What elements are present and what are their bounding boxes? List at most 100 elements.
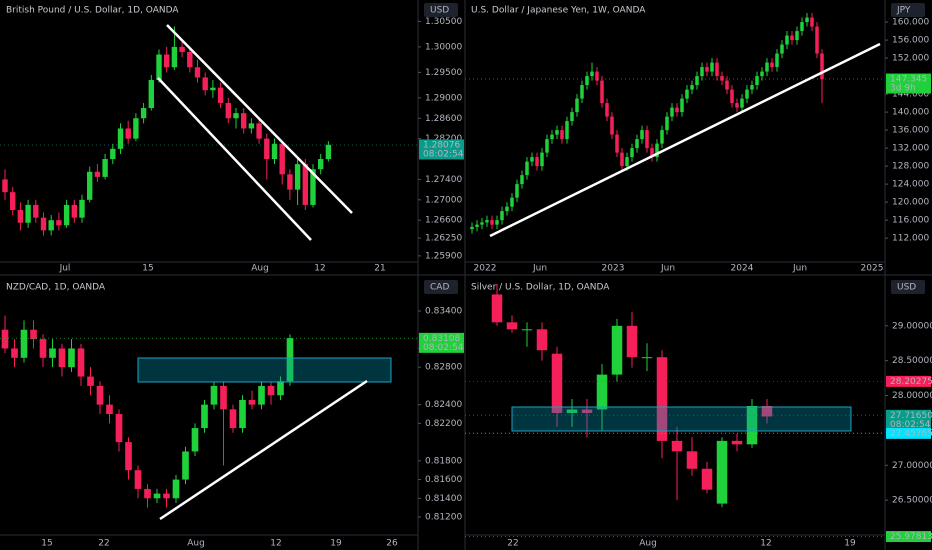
y-tick-label: 0.82400 bbox=[425, 400, 462, 410]
y-tick-label: 124.000 bbox=[892, 180, 929, 190]
candle-body bbox=[148, 80, 154, 109]
candle-body bbox=[540, 152, 544, 167]
y-tick-label: 1.29000 bbox=[425, 93, 462, 103]
candle-body bbox=[785, 35, 789, 45]
y-tick-label: 1.26600 bbox=[425, 216, 462, 226]
candle-body bbox=[286, 338, 294, 382]
currency-badge bbox=[424, 3, 458, 17]
y-tick-label: 120.000 bbox=[892, 198, 929, 208]
x-tick-label: 26 bbox=[386, 539, 398, 549]
candle-body bbox=[40, 217, 47, 231]
candle-body bbox=[745, 89, 749, 99]
candle-body bbox=[815, 26, 819, 54]
x-tick-label: Aug bbox=[251, 264, 269, 274]
x-tick-label: Jun bbox=[532, 264, 547, 274]
candle-body bbox=[125, 442, 132, 471]
price-time: 08:02:54 bbox=[423, 149, 464, 159]
candle-body bbox=[730, 89, 734, 104]
candle-body bbox=[140, 108, 147, 119]
candle-body bbox=[790, 35, 794, 41]
candle-body bbox=[495, 220, 499, 225]
candle-body bbox=[505, 206, 509, 212]
candle-body bbox=[550, 134, 554, 140]
x-tick-label: 22 bbox=[507, 539, 518, 549]
y-tick-label: 152.000 bbox=[892, 54, 929, 64]
candle-body bbox=[287, 174, 293, 190]
y-tick-label: 1.26250 bbox=[425, 234, 462, 244]
price-badge bbox=[886, 427, 931, 439]
candle-body bbox=[645, 130, 649, 149]
currency-label: USD bbox=[897, 283, 916, 293]
candle-body bbox=[795, 31, 799, 41]
y-tick-label: 1.29500 bbox=[425, 68, 462, 78]
y-tick-label: 1.27400 bbox=[425, 175, 462, 185]
candle-body bbox=[656, 357, 668, 441]
x-tick-label: Jun bbox=[792, 264, 807, 274]
candle-body bbox=[500, 211, 504, 221]
candle-body bbox=[210, 87, 216, 91]
candle-body bbox=[256, 123, 262, 139]
price-badge bbox=[419, 139, 464, 160]
y-tick-label: 1.28600 bbox=[425, 114, 462, 124]
charts: British Pound / U.S. Dollar, 1D, OANDA US… bbox=[0, 3, 932, 549]
candle-body bbox=[30, 329, 37, 340]
candle-body bbox=[110, 148, 116, 160]
candle-body bbox=[590, 71, 594, 77]
candle-body bbox=[302, 164, 308, 205]
candle-body bbox=[641, 357, 653, 359]
y-tick-label: 0.81800 bbox=[425, 456, 462, 466]
price-label: 1.28076 bbox=[423, 140, 460, 150]
currency-label: USD bbox=[430, 6, 449, 16]
chart-title: NZD/CAD, 1D, OANDA bbox=[6, 283, 106, 293]
candle-body bbox=[570, 112, 574, 122]
x-tick-label: Aug bbox=[639, 539, 657, 549]
trend-line bbox=[159, 379, 368, 521]
candle-body bbox=[163, 493, 170, 499]
candle-body bbox=[17, 210, 24, 223]
price-label: 0.83108 bbox=[423, 334, 460, 344]
candle-body bbox=[611, 325, 623, 375]
x-tick-label: 2024 bbox=[731, 264, 754, 274]
candle-body bbox=[217, 87, 224, 103]
candle-body bbox=[87, 171, 93, 200]
candle-body bbox=[720, 76, 724, 81]
candle-body bbox=[134, 470, 142, 489]
x-tick-label: 22 bbox=[98, 539, 109, 549]
price-time: 08:02:54 bbox=[890, 420, 931, 430]
candle-body bbox=[470, 226, 474, 230]
candle-body bbox=[475, 224, 479, 227]
candle-body bbox=[194, 67, 201, 78]
x-tick-label: 21 bbox=[374, 264, 385, 274]
trend-line bbox=[166, 24, 353, 214]
y-tick-label: 1.30000 bbox=[425, 42, 462, 52]
price-badge bbox=[886, 73, 931, 94]
candle-body bbox=[536, 329, 548, 351]
candle-body bbox=[182, 451, 189, 480]
candle-body bbox=[248, 123, 255, 129]
currency-badge bbox=[424, 280, 458, 294]
candle-body bbox=[715, 62, 719, 77]
candle-body bbox=[58, 348, 66, 368]
candle-body bbox=[650, 148, 654, 158]
candle-body bbox=[20, 329, 28, 358]
candle-body bbox=[480, 222, 484, 225]
candle-body bbox=[680, 98, 684, 113]
candle-body bbox=[267, 385, 275, 396]
candle-body bbox=[25, 204, 31, 223]
candle-body bbox=[551, 353, 563, 413]
candle-body bbox=[220, 385, 227, 410]
candle-body bbox=[545, 139, 549, 153]
candle-body bbox=[106, 404, 113, 415]
x-tick-label: 15 bbox=[142, 264, 153, 274]
x-tick-label: Jun bbox=[660, 264, 675, 274]
y-tick-label: 0.83400 bbox=[425, 306, 462, 316]
candle-body bbox=[555, 130, 559, 135]
candle-body bbox=[675, 107, 679, 113]
candle-body bbox=[56, 220, 62, 226]
candle-body bbox=[210, 385, 218, 405]
candle-body bbox=[515, 184, 519, 198]
candle-body bbox=[710, 62, 714, 72]
candle-body bbox=[115, 414, 123, 443]
candle-body bbox=[172, 479, 180, 499]
candle-body bbox=[49, 348, 56, 358]
